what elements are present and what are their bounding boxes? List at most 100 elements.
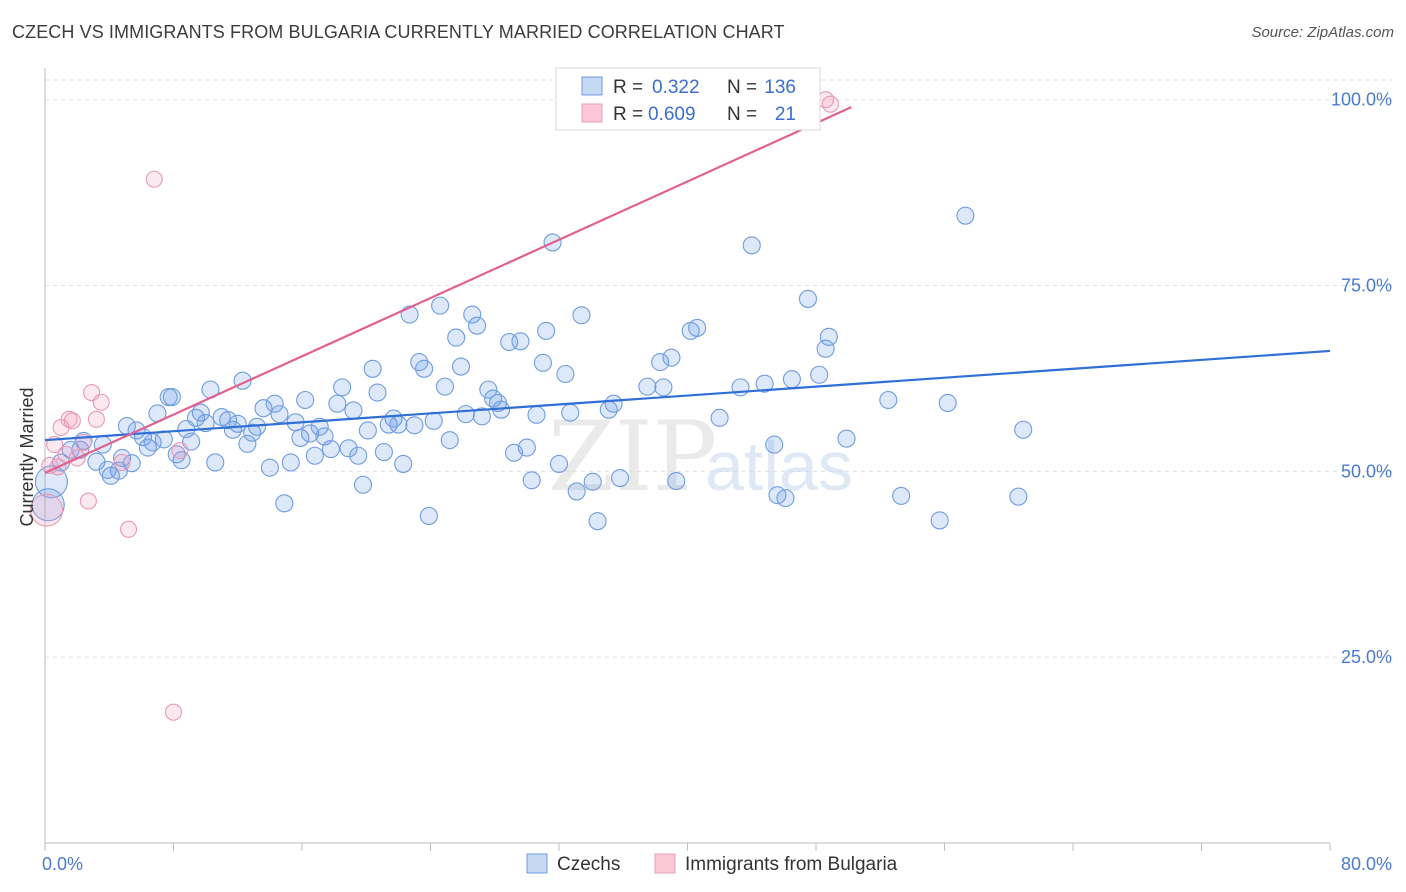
czechs-point	[662, 348, 681, 367]
czechs-point	[431, 296, 450, 315]
czechs-point	[468, 316, 487, 335]
czechs-point	[810, 365, 829, 384]
czechs-point	[765, 435, 784, 454]
czechs-point	[394, 454, 413, 473]
axes	[44, 68, 1331, 851]
czechs-point	[463, 305, 482, 324]
czechs-point	[742, 236, 761, 255]
czechs-point	[776, 489, 795, 508]
czechs-point	[358, 421, 377, 440]
y-tick-label: 100.0%	[1331, 90, 1392, 110]
chart-title: CZECH VS IMMIGRANTS FROM BULGARIA CURREN…	[12, 22, 785, 42]
czechs-point	[517, 438, 536, 457]
legend-n-value-bulgaria: 21	[775, 104, 796, 125]
bottom-legend-swatch-bulgaria	[654, 853, 676, 874]
czechs-point	[667, 471, 686, 491]
legend-n-value-czechs: 136	[764, 77, 796, 98]
czechs-point	[405, 416, 424, 435]
czechs-point	[265, 394, 284, 413]
czechs-point	[206, 453, 225, 472]
x-tick-label-min: 0.0%	[42, 854, 83, 874]
czechs-point	[782, 370, 801, 389]
bulgaria-point	[171, 442, 189, 460]
czechs-point	[191, 403, 210, 422]
czechs-point	[456, 405, 475, 424]
czechs-point	[651, 353, 670, 372]
czechs-point	[610, 469, 630, 488]
czechs-point	[533, 353, 552, 372]
czechs-point	[583, 472, 602, 491]
czechs-point	[588, 512, 607, 531]
czechs-point	[333, 378, 352, 397]
czechs-point	[243, 423, 262, 442]
czechs-point	[281, 453, 300, 472]
czechs-point	[1014, 420, 1033, 439]
czechs-point	[321, 440, 340, 459]
czechs-point	[363, 359, 382, 378]
czechs-point	[219, 411, 238, 430]
y-tick-label: 50.0%	[1341, 461, 1392, 481]
czechs-point	[122, 454, 141, 473]
czechs-point	[755, 374, 774, 393]
series-czechs	[31, 206, 1033, 531]
czechs-point	[300, 424, 320, 443]
czechs-point	[196, 414, 215, 433]
czechs-point	[451, 357, 471, 376]
bottom-legend-label-czechs: Czechs	[557, 854, 620, 875]
czechs-point	[816, 339, 835, 358]
bulgaria-point	[145, 170, 163, 188]
watermark-zip: ZIP	[548, 401, 717, 513]
bulgaria-point	[87, 410, 105, 428]
czechs-point	[424, 411, 443, 430]
czechs-point	[296, 390, 315, 410]
czechs-point	[238, 434, 257, 453]
czechs-point	[291, 428, 310, 447]
czechs-point	[138, 438, 157, 457]
czechs-point	[938, 393, 957, 413]
czechs-point	[384, 409, 403, 428]
czechs-point	[819, 327, 838, 346]
czechs-point	[837, 429, 856, 448]
czechs-point	[34, 465, 68, 499]
bulgaria-point	[164, 703, 183, 721]
series-bulgaria	[30, 91, 840, 721]
source-label: Source: ZipAtlas.com	[1251, 24, 1394, 41]
czechs-point	[415, 359, 434, 378]
czechs-point	[654, 378, 673, 397]
czechs-point	[956, 206, 975, 225]
czechs-point	[310, 417, 329, 436]
czechs-point	[511, 332, 530, 351]
czechs-point	[223, 420, 242, 439]
bulgaria-point	[113, 453, 131, 471]
legend-r-label-czechs: R =	[613, 77, 643, 98]
bulgaria-point	[119, 520, 138, 538]
y-tick-label: 75.0%	[1341, 276, 1392, 296]
x-tick-label-max: 80.0%	[1341, 854, 1392, 874]
czechs-point	[556, 364, 575, 384]
bulgaria-point	[79, 492, 97, 510]
czechs-point	[389, 415, 408, 434]
trend-line-czechs	[44, 349, 1331, 442]
czechs-point	[162, 387, 181, 407]
czechs-point	[527, 405, 546, 424]
czechs-point	[879, 390, 898, 410]
czechs-point	[270, 405, 289, 424]
y-tick-labels: 25.0% 50.0% 75.0% 100.0%	[1331, 90, 1392, 667]
legend-swatch-bulgaria	[581, 103, 603, 123]
czechs-point	[522, 471, 541, 490]
y-tick-label: 25.0%	[1341, 647, 1392, 667]
bulgaria-point	[92, 393, 110, 411]
czechs-point	[561, 403, 580, 422]
czechs-point	[447, 328, 466, 347]
czechs-point	[604, 394, 623, 413]
czechs-point	[892, 486, 911, 505]
czechs-point	[143, 433, 162, 452]
bottom-legend-label-bulgaria: Immigrants from Bulgaria	[685, 854, 898, 875]
czechs-point	[479, 380, 498, 399]
trend-line-bulgaria	[44, 106, 852, 474]
czechs-point	[472, 407, 491, 426]
czechs-point	[344, 401, 363, 420]
czechs-point	[328, 394, 347, 413]
bulgaria-point	[30, 493, 64, 527]
